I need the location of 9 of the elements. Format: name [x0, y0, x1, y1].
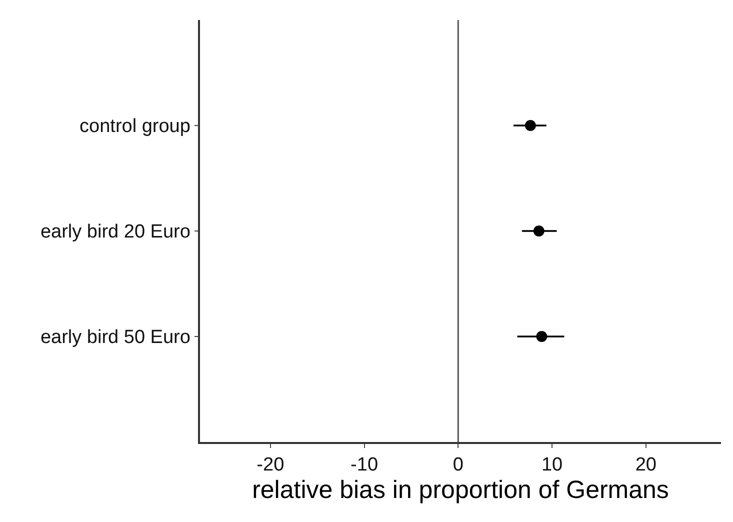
x-tick-label: 0: [452, 454, 464, 476]
x-tick-label: -10: [350, 454, 378, 476]
y-tick-label: early bird 50 Euro: [40, 327, 190, 348]
y-tick-label: early bird 20 Euro: [40, 222, 190, 243]
x-tick-label: -20: [256, 454, 284, 476]
y-tick-label: control group: [80, 116, 190, 138]
x-tick-label: 10: [541, 454, 563, 476]
x-axis-title: relative bias in proportion of Germans: [252, 476, 669, 504]
x-tick-label: 20: [635, 454, 656, 476]
